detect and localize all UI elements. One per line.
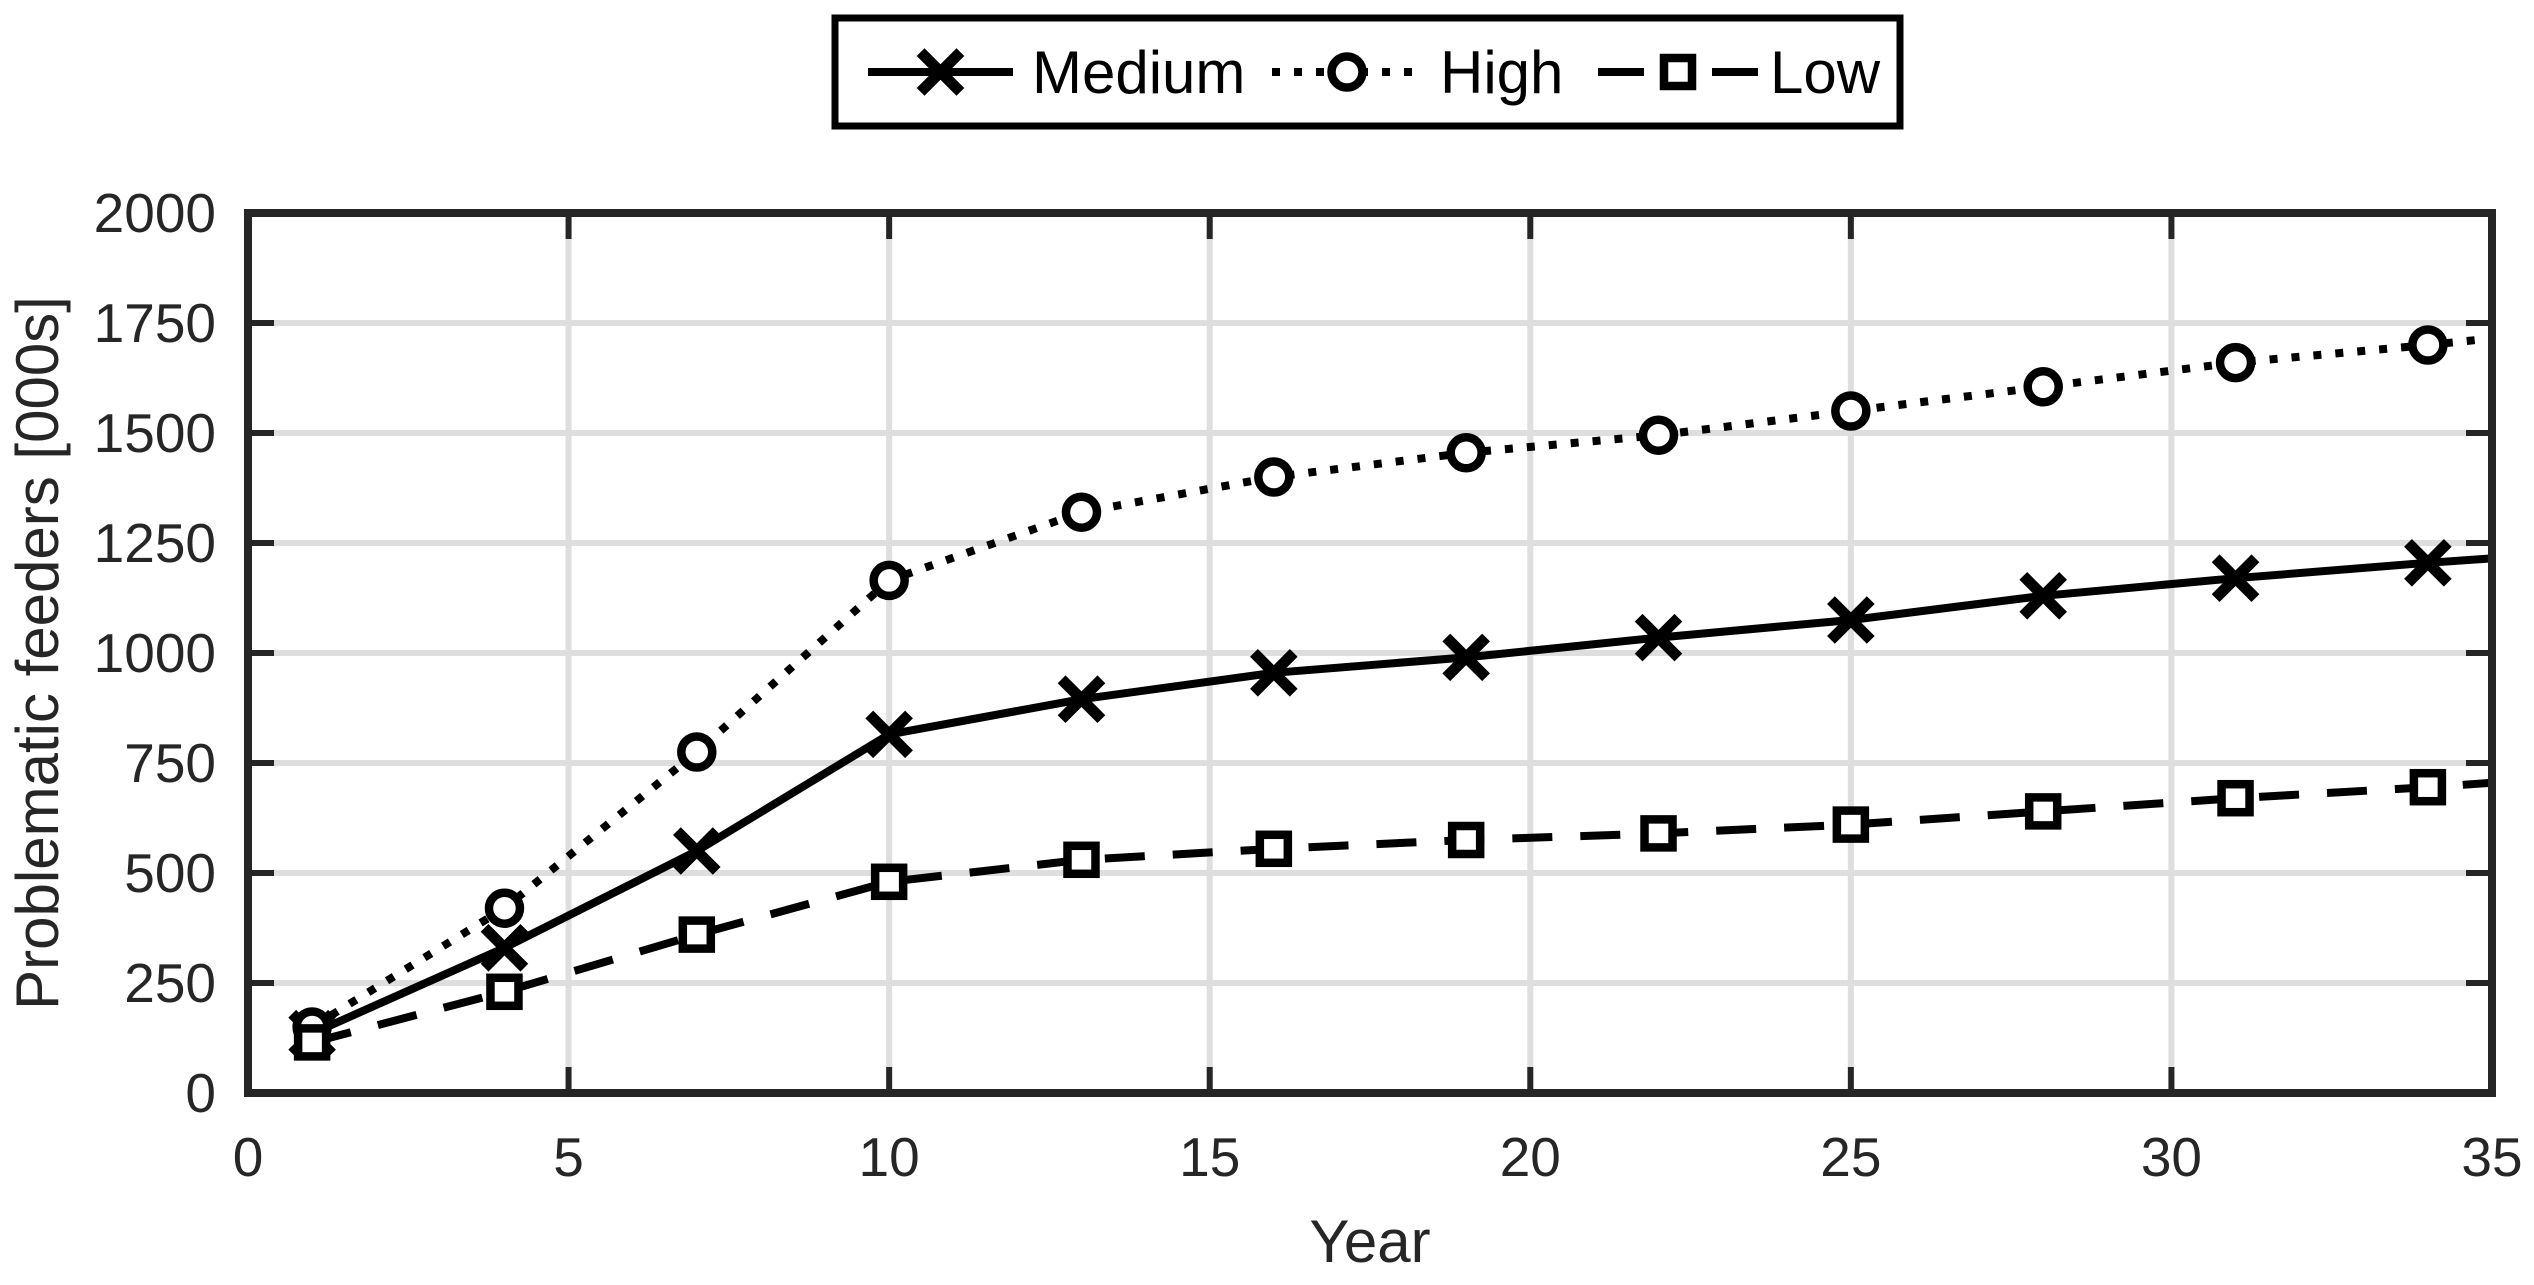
plot-frame <box>244 209 2496 1097</box>
x-tick-label: 5 <box>553 1126 584 1188</box>
x-tick-label: 25 <box>1820 1126 1881 1188</box>
y-tick-label: 500 <box>124 842 216 904</box>
circle-marker <box>2215 342 2256 383</box>
x-marker <box>1827 596 1875 644</box>
square-marker <box>293 1024 331 1061</box>
y-tick-label: 750 <box>124 732 216 794</box>
y-tick-label: 0 <box>185 1062 216 1124</box>
legend-label-medium: Medium <box>1032 39 1245 106</box>
legend-label-high: High <box>1440 39 1563 106</box>
square-marker <box>486 973 523 1011</box>
y-tick-label: 1500 <box>94 402 216 464</box>
circle-marker <box>1638 415 1679 455</box>
x-marker <box>1634 613 1683 662</box>
square-marker <box>1447 821 1485 859</box>
square-marker <box>678 916 716 953</box>
square-marker <box>1255 830 1293 868</box>
circle-marker <box>2023 367 2063 407</box>
y-tick-label: 1000 <box>94 622 216 684</box>
x-marker <box>1250 649 1298 697</box>
square-marker <box>2024 793 2062 830</box>
legend-marker-medium <box>916 48 965 96</box>
y-axis-label: Problematic feeders [000s] <box>4 296 71 1010</box>
y-tick-label: 250 <box>124 952 216 1014</box>
circle-marker <box>1831 391 1871 431</box>
circle-marker <box>1061 492 1102 532</box>
x-tick-label: 20 <box>1500 1126 1561 1188</box>
circle-marker <box>484 888 525 928</box>
circle-marker <box>1254 457 1294 497</box>
square-marker <box>1063 841 1100 879</box>
square-marker <box>2217 779 2254 817</box>
x-marker <box>1057 675 1106 723</box>
y-tick-label: 2000 <box>94 182 216 244</box>
x-marker <box>673 827 721 875</box>
circle-marker <box>1446 433 1486 473</box>
circle-marker <box>2408 325 2448 365</box>
x-tick-label: 0 <box>233 1126 264 1188</box>
square-marker <box>1832 806 1870 843</box>
legend-marker-low <box>1659 53 1697 91</box>
series-markers-medium <box>288 539 2452 1058</box>
legend-label-low: Low <box>1770 39 1881 106</box>
x-tick-label: 35 <box>2461 1126 2522 1188</box>
legend-marker-high <box>1327 52 1367 92</box>
x-marker <box>2019 572 2067 620</box>
circle-marker <box>869 560 909 601</box>
x-tick-label: 30 <box>2141 1126 2202 1188</box>
x-tick-label: 15 <box>1179 1126 1240 1188</box>
square-marker <box>870 863 908 901</box>
x-marker <box>865 710 913 759</box>
x-tick-label: 10 <box>859 1126 920 1188</box>
square-marker <box>1640 815 1677 852</box>
x-axis-label: Year <box>1309 1208 1430 1275</box>
gridlines <box>248 213 2492 1093</box>
x-marker <box>1442 633 1490 682</box>
circle-marker <box>677 732 717 772</box>
series-markers-low <box>293 768 2447 1061</box>
x-marker <box>2211 554 2260 602</box>
x-marker <box>2404 539 2452 587</box>
y-tick-label: 1750 <box>94 292 216 354</box>
x-marker <box>480 924 529 972</box>
legend: Medium High Low <box>831 14 1904 130</box>
y-tick-label: 1250 <box>94 512 216 574</box>
square-marker <box>2409 768 2447 806</box>
